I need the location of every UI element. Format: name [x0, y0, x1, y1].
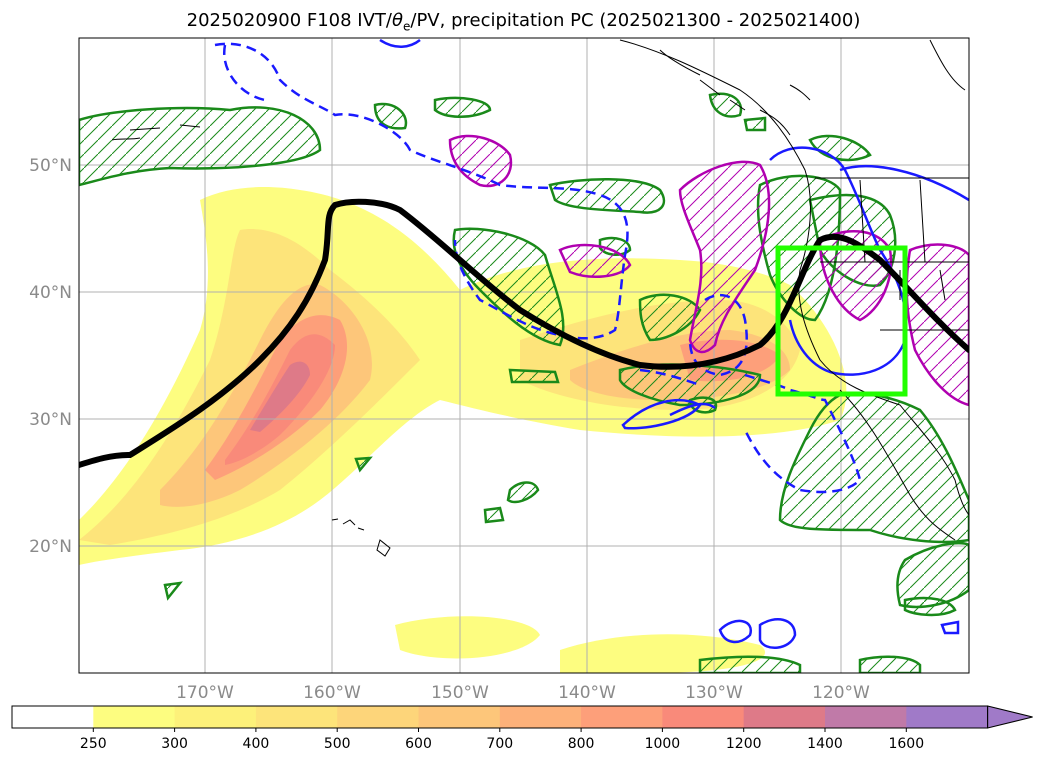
colorbar-label: 250	[80, 736, 107, 752]
map-title: 2025020900 F108 IVT/θe/PV, precipitation…	[0, 10, 1047, 34]
colorbar-label: 400	[243, 736, 270, 752]
lon-label-170w: 170°W	[176, 683, 234, 703]
map-frame	[78, 37, 970, 674]
title-theta: θ	[391, 10, 403, 31]
colorbar-segment	[743, 706, 826, 728]
title-theta-sub: e	[403, 19, 411, 34]
title-prefix: 2025020900 F108 IVT/	[186, 10, 392, 31]
colorbar-label: 300	[161, 736, 188, 752]
colorbar-segment	[255, 706, 338, 728]
colorbar-segment	[662, 706, 745, 728]
coastlines	[111, 39, 969, 557]
colorbar-segment	[825, 706, 907, 728]
colorbar-segment	[174, 706, 257, 728]
title-suffix: /PV, precipitation PC (2025021300 - 2025…	[410, 10, 861, 31]
colorbar-segment	[499, 706, 582, 728]
thetae-contour	[79, 198, 969, 468]
colorbar-segment	[93, 706, 176, 728]
lat-label-40n: 40°N	[29, 283, 72, 303]
colorbar-label: 600	[405, 736, 432, 752]
colorbar-segment	[581, 706, 663, 728]
colorbar-segment	[337, 706, 419, 728]
colorbar-label: 1200	[726, 736, 762, 752]
lat-label-50n: 50°N	[29, 156, 72, 176]
precip-negative-regions	[448, 134, 969, 407]
target-region-box	[775, 245, 908, 397]
lon-label-150w: 150°W	[431, 683, 489, 703]
colorbar-label: 1600	[888, 736, 924, 752]
lon-label-130w: 130°W	[685, 683, 743, 703]
colorbar-label: 700	[486, 736, 513, 752]
colorbar-label: 1000	[645, 736, 681, 752]
lat-label-20n: 20°N	[29, 537, 72, 557]
map-area	[79, 38, 969, 673]
colorbar-segment	[906, 706, 989, 728]
colorbar: 250 300 400 500 600 700 800 1000 1200 1400 1600	[11, 705, 1033, 752]
lon-label-140w: 140°W	[558, 683, 616, 703]
colorbar-label: 500	[324, 736, 351, 752]
colorbar-segment	[418, 706, 501, 728]
colorbar-label: 800	[568, 736, 595, 752]
colorbar-segment	[12, 706, 94, 728]
lon-label-120w: 120°W	[812, 683, 870, 703]
colorbar-label: 1400	[807, 736, 843, 752]
lon-label-160w: 160°W	[303, 683, 361, 703]
lat-label-30n: 30°N	[29, 410, 72, 430]
colorbar-extend-arrow	[987, 705, 1033, 729]
